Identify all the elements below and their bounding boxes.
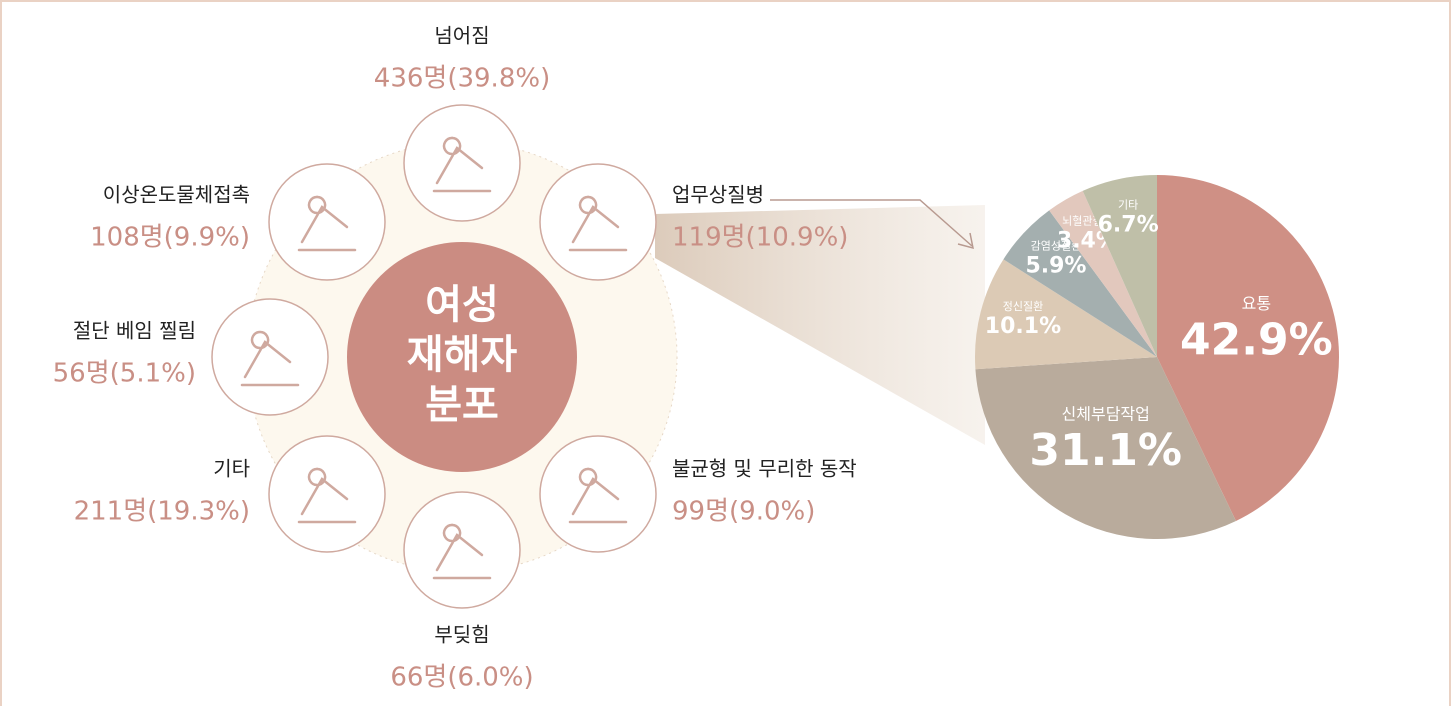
- icon: [568, 195, 628, 252]
- item-label: 넘어짐: [434, 24, 489, 48]
- slice-name: 정신질환: [1003, 300, 1043, 313]
- item-label: 기타: [213, 457, 250, 481]
- slice-name: 요통: [1242, 294, 1271, 313]
- center-circle: [347, 242, 577, 472]
- item-label: 부딪힘: [434, 623, 489, 647]
- icon: [568, 467, 628, 524]
- slice-name: 신체부담작업: [1062, 405, 1150, 424]
- icon-circle: [539, 435, 657, 553]
- funnel: [655, 205, 985, 445]
- item-value: 211명(19.3%): [74, 497, 250, 527]
- icon: [432, 136, 492, 193]
- slice-value: 6.7%: [1098, 213, 1159, 238]
- center-title: 여성: [425, 282, 499, 328]
- pointer: [770, 199, 973, 247]
- slice-value: 10.1%: [985, 314, 1061, 339]
- pie-slice: [1082, 175, 1157, 357]
- slice-value: 42.9%: [1180, 314, 1333, 365]
- item-value: 99명(9.0%): [672, 497, 815, 527]
- icon: [297, 195, 357, 252]
- item-label: 업무상질병: [672, 183, 764, 207]
- icon-circle: [403, 104, 521, 222]
- slice-name: 기타: [1118, 199, 1138, 212]
- icon-circle: [403, 491, 521, 609]
- item-value: 66명(6.0%): [390, 663, 533, 693]
- pie-slice: [1003, 210, 1157, 357]
- item-value: 56명(5.1%): [53, 359, 196, 389]
- pointer-head: [957, 232, 974, 250]
- center-title: 재해자: [407, 332, 518, 378]
- pie-slice: [1157, 175, 1339, 521]
- icon-circle: [211, 298, 329, 416]
- slice-value: 31.1%: [1029, 425, 1182, 476]
- item-value: 436명(39.8%): [374, 64, 550, 94]
- icon-circle: [268, 435, 386, 553]
- pie-slice: [975, 259, 1157, 370]
- item-value: 119명(10.9%): [672, 223, 848, 253]
- item-label: 이상온도물체접촉: [103, 183, 250, 207]
- icon: [240, 330, 300, 387]
- item-label: 절단 베임 찔림: [73, 319, 196, 343]
- center-title: 분포: [425, 382, 499, 428]
- pie: 요통42.9%신체부담작업31.1%정신질환10.1%감염성질환5.9%뇌혈관질…: [975, 175, 1339, 539]
- slice-value: 5.9%: [1025, 254, 1086, 279]
- icon: [432, 523, 492, 580]
- item-label: 불균형 및 무리한 동작: [672, 457, 857, 481]
- icon-circle: [539, 163, 657, 281]
- slice-name: 감염성질환: [1031, 240, 1082, 253]
- pie-slice: [975, 357, 1236, 539]
- pie-slice: [1049, 190, 1157, 357]
- item-value: 108명(9.9%): [90, 223, 250, 253]
- icon-circle: [268, 163, 386, 281]
- icon: [297, 467, 357, 524]
